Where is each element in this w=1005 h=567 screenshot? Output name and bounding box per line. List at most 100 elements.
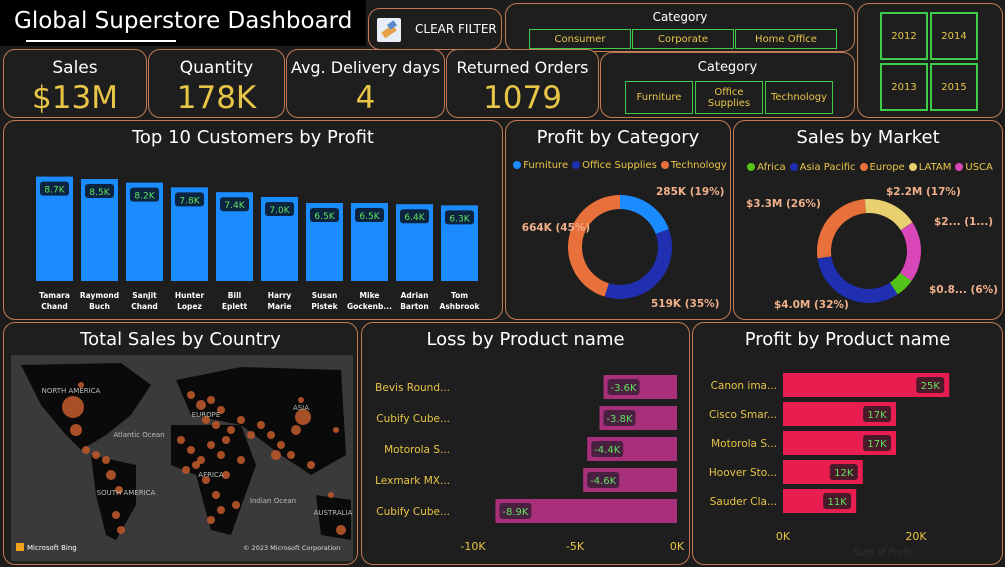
data-label-bg	[607, 379, 640, 395]
data-label-bg	[499, 503, 532, 519]
x-tick-label-line: Buch	[89, 302, 110, 311]
clear-filter-button[interactable]: CLEAR FILTER	[368, 8, 502, 50]
profit-category-donut: 285K (19%) 519K (35%) 664K (45%)	[522, 186, 725, 310]
sales-bubble	[328, 492, 334, 498]
kpi-quantity: Quantity 178K	[148, 49, 285, 118]
legend-item[interactable]: Technology	[670, 160, 727, 171]
data-label: -8.9K	[502, 507, 529, 518]
x-tick-label: Bill Eplett	[222, 291, 248, 311]
eraser-icon	[377, 18, 401, 42]
legend-dot-icon	[513, 161, 522, 169]
sales-bubble	[217, 451, 225, 459]
sales-by-market-chart: Sales by Market Africa Asia Pacific Europe…	[733, 120, 1003, 320]
chart-title: Top 10 Customers by Profit	[131, 127, 374, 148]
profit-by-product-chart: Profit by Product name 25K Canon ima... 17…	[692, 322, 1003, 565]
kpi-label: Avg. Delivery days	[290, 58, 441, 77]
data-label: 8.2K	[134, 192, 155, 202]
donut-slice	[620, 195, 669, 234]
map-label: AFRICA	[198, 471, 224, 479]
data-label: 8.5K	[89, 188, 110, 198]
slicer-option-office-supplies[interactable]: Office Supplies	[695, 81, 763, 114]
sales-market-donut: $0.8... (6%) $4.0M (32%) $3.3M (26%) $2.2M …	[746, 186, 998, 311]
x-tick-label-line: Chand	[41, 302, 68, 311]
chart-title: Sales by Market	[796, 127, 940, 148]
x-tick-label-line: Pistek	[311, 302, 338, 311]
sales-bubble	[257, 421, 265, 429]
map-label: NORTH AMERICA	[42, 387, 101, 395]
legend-item[interactable]: Asia Pacific	[799, 162, 856, 173]
sales-bubble	[267, 431, 275, 439]
slice-label: 519K (35%)	[651, 298, 719, 310]
year-option-2014[interactable]: 2014	[930, 12, 978, 60]
data-label-bg	[355, 208, 384, 222]
data-label: 7.0K	[269, 206, 290, 216]
x-tick-label: Tamara Chand	[39, 291, 70, 311]
legend-item[interactable]: Office Supplies	[582, 160, 657, 171]
data-label-bg	[916, 377, 945, 393]
x-tick-label-line: Marie	[268, 302, 292, 311]
landmass-north-america	[21, 363, 151, 450]
year-option-2012[interactable]: 2012	[880, 12, 928, 60]
legend-item[interactable]: Europe	[869, 162, 905, 173]
slicer-option-consumer[interactable]: Consumer	[529, 29, 631, 49]
kpi-value: 1079	[483, 80, 562, 116]
legend-dot-icon	[955, 163, 964, 171]
year-option-2013[interactable]: 2013	[880, 63, 928, 111]
legend-item[interactable]: Furniture	[523, 160, 569, 171]
x-tick-label-line: Lopez	[177, 302, 202, 311]
data-label: 6.5K	[314, 212, 335, 222]
world-map[interactable]: NORTH AMERICA Atlantic Ocean EUROPE ASIA…	[11, 355, 353, 561]
kpi-value: $13M	[32, 80, 118, 116]
sales-bubble	[202, 476, 210, 484]
x-tick-label: Raymond Buch	[80, 291, 119, 311]
slicer-option-corporate[interactable]: Corporate	[632, 29, 734, 49]
kpi-label: Returned Orders	[456, 58, 589, 77]
chart-title: Profit by Product name	[744, 329, 951, 350]
top-customers-chart: Top 10 Customers by Profit 8.7K Tamara Cha…	[3, 120, 503, 320]
x-tick-label-line: Sanjit	[132, 291, 157, 300]
slice-label: $0.8... (6%)	[929, 284, 998, 296]
x-tick-label: 0K	[776, 530, 791, 543]
sales-bubble	[78, 382, 84, 388]
data-label-bg	[587, 472, 620, 488]
donut-slice	[568, 195, 620, 297]
data-label-bg	[310, 208, 339, 222]
map-label: EUROPE	[192, 411, 221, 419]
data-label-bg	[220, 197, 249, 212]
chart-title: Loss by Product name	[426, 329, 625, 350]
x-tick-label: Adrian Barton	[400, 291, 429, 311]
legend-item[interactable]: Africa	[757, 162, 786, 173]
sales-bubble	[197, 456, 205, 464]
year-option-2015[interactable]: 2015	[930, 63, 978, 111]
profit-plot: 25K Canon ima... 17K Cisco Smar... 17K Motoro…	[709, 373, 950, 558]
slicer-option-furniture[interactable]: Furniture	[625, 81, 693, 114]
x-tick-label: 20K	[905, 530, 927, 543]
slice-label: 285K (19%)	[656, 186, 724, 198]
sales-bubble	[247, 431, 255, 439]
data-label-bg	[175, 192, 204, 207]
data-label-bg	[130, 187, 159, 202]
x-tick-label-line: Harry	[268, 291, 292, 300]
legend-item[interactable]: USCA	[965, 162, 993, 173]
slicer-option-technology[interactable]: Technology	[765, 81, 833, 114]
segment-slicer: Category Consumer Corporate Home Office	[505, 3, 855, 52]
map-label: SOUTH AMERICA	[97, 489, 156, 497]
bing-logo-icon	[16, 543, 24, 551]
x-tick-label: 0K	[670, 540, 685, 553]
y-tick-label: Canon ima...	[711, 380, 777, 392]
sales-bubble	[222, 471, 230, 479]
data-label: -4.4K	[594, 445, 621, 456]
slicer-option-home-office[interactable]: Home Office	[735, 29, 837, 49]
legend-item[interactable]: LATAM	[918, 162, 952, 173]
legend-dot-icon	[660, 161, 669, 169]
segment-slicer-header: Category	[652, 10, 708, 24]
sales-bubble	[277, 441, 285, 449]
sales-bubble	[182, 466, 190, 474]
sales-bubble	[117, 526, 125, 534]
x-tick-label: Susan Pistek	[311, 291, 338, 311]
x-tick-label: Hunter Lopez	[175, 291, 205, 311]
dashboard-title-box: Global Superstore Dashboard	[0, 0, 366, 46]
legend-dot-icon	[747, 163, 756, 171]
sales-bubble	[237, 416, 245, 424]
sales-bubble	[212, 491, 220, 499]
